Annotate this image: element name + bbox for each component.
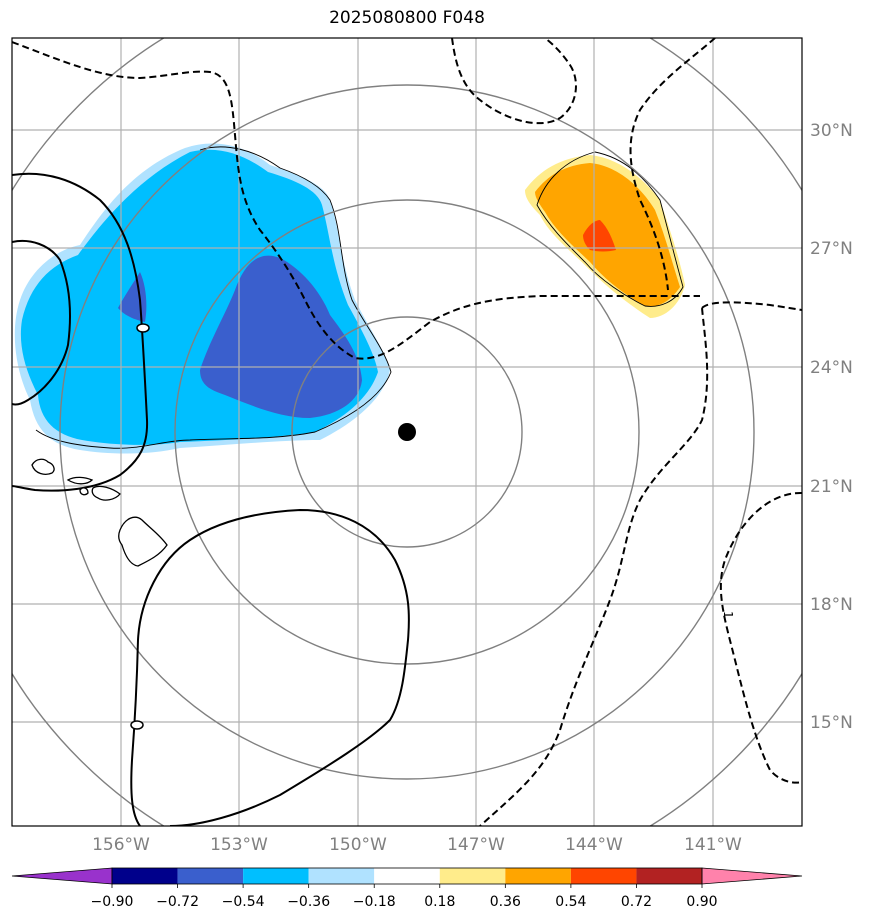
- lon-label-150w: 150°W: [329, 835, 387, 855]
- negative-anomaly-strong: [200, 255, 362, 418]
- colorbar-label: −0.90: [91, 894, 134, 910]
- colorbar-label: 0.36: [490, 894, 521, 910]
- distance-ring-1: [291, 316, 523, 548]
- dashed-contour-south: [479, 301, 802, 826]
- colorbar-segment: [570, 868, 637, 884]
- lat-label-24n: 24°N: [810, 358, 853, 378]
- colorbar-label: 0.72: [621, 894, 652, 910]
- colorbar-segment: [374, 868, 440, 884]
- map-title: 2025080800 F048: [329, 8, 485, 28]
- lat-label-30n: 30°N: [810, 121, 853, 141]
- storm-center-marker: [398, 423, 416, 441]
- colorbar-label: −0.72: [156, 894, 199, 910]
- dashed-contour-east: [629, 38, 716, 291]
- colorbar-segment: [439, 868, 506, 884]
- island-big-island: [118, 516, 168, 567]
- graticule: [12, 38, 802, 826]
- lon-label-144w: 144°W: [565, 835, 623, 855]
- colorbar-extend-low: [11, 867, 113, 885]
- colorbar-label: −0.36: [287, 894, 330, 910]
- dashed-contours: [12, 38, 802, 826]
- colorbar-extend-high: [701, 867, 803, 885]
- lon-label-141w: 141°W: [684, 835, 742, 855]
- solid-contour-west: [12, 172, 149, 492]
- colorbar-segment: [505, 868, 571, 884]
- colorbar: −0.90 −0.72 −0.54 −0.36 −0.18 0.18 0.36 0.54 0.7…: [11, 867, 803, 910]
- colorbar-segment: [636, 868, 702, 884]
- negative-anomaly-strong-west: [118, 272, 147, 322]
- positive-anomaly-strong: [583, 220, 616, 252]
- island-molokai: [79, 487, 89, 496]
- island-maui: [91, 485, 121, 501]
- solid-contour-west-inner: [12, 240, 71, 406]
- dashed-contour-north: [12, 41, 700, 360]
- island-oahu: [66, 476, 94, 485]
- contour-inline-marker: [130, 720, 144, 730]
- lat-label-15n: 15°N: [810, 713, 853, 733]
- dashed-contour-top: [451, 38, 577, 125]
- colorbar-segment: [308, 868, 375, 884]
- lat-label-18n: 18°N: [810, 595, 853, 615]
- contour-label: 1: [721, 611, 735, 619]
- colorbar-label: −0.54: [222, 894, 265, 910]
- lon-label-156w: 156°W: [92, 835, 150, 855]
- colorbar-segment: [177, 868, 244, 884]
- lon-label-153w: 153°W: [210, 835, 268, 855]
- lon-label-147w: 147°W: [447, 835, 505, 855]
- distance-ring-2: [174, 199, 640, 665]
- negative-outline: [35, 146, 392, 449]
- lat-label-27n: 27°N: [810, 239, 853, 259]
- solid-contour-south: [130, 508, 410, 826]
- colorbar-label: 0.54: [555, 894, 586, 910]
- contour-inline-marker: [136, 323, 150, 333]
- lat-label-21n: 21°N: [810, 477, 853, 497]
- colorbar-label: 0.18: [424, 894, 455, 910]
- hawaii-islands: [31, 458, 168, 567]
- positive-outline: [536, 151, 684, 307]
- colorbar-label: −0.18: [353, 894, 396, 910]
- distance-ring-3: [59, 84, 755, 780]
- dashed-contour-southeast: [719, 491, 802, 784]
- colorbar-segment: [243, 868, 309, 884]
- solid-contours: [12, 172, 410, 826]
- colorbar-frame: [111, 867, 703, 885]
- colorbar-label: 0.90: [686, 894, 717, 910]
- colorbar-segment: [112, 868, 178, 884]
- distance-rings: [12, 38, 802, 826]
- map-frame: [11, 37, 803, 827]
- island-kauai: [31, 458, 55, 475]
